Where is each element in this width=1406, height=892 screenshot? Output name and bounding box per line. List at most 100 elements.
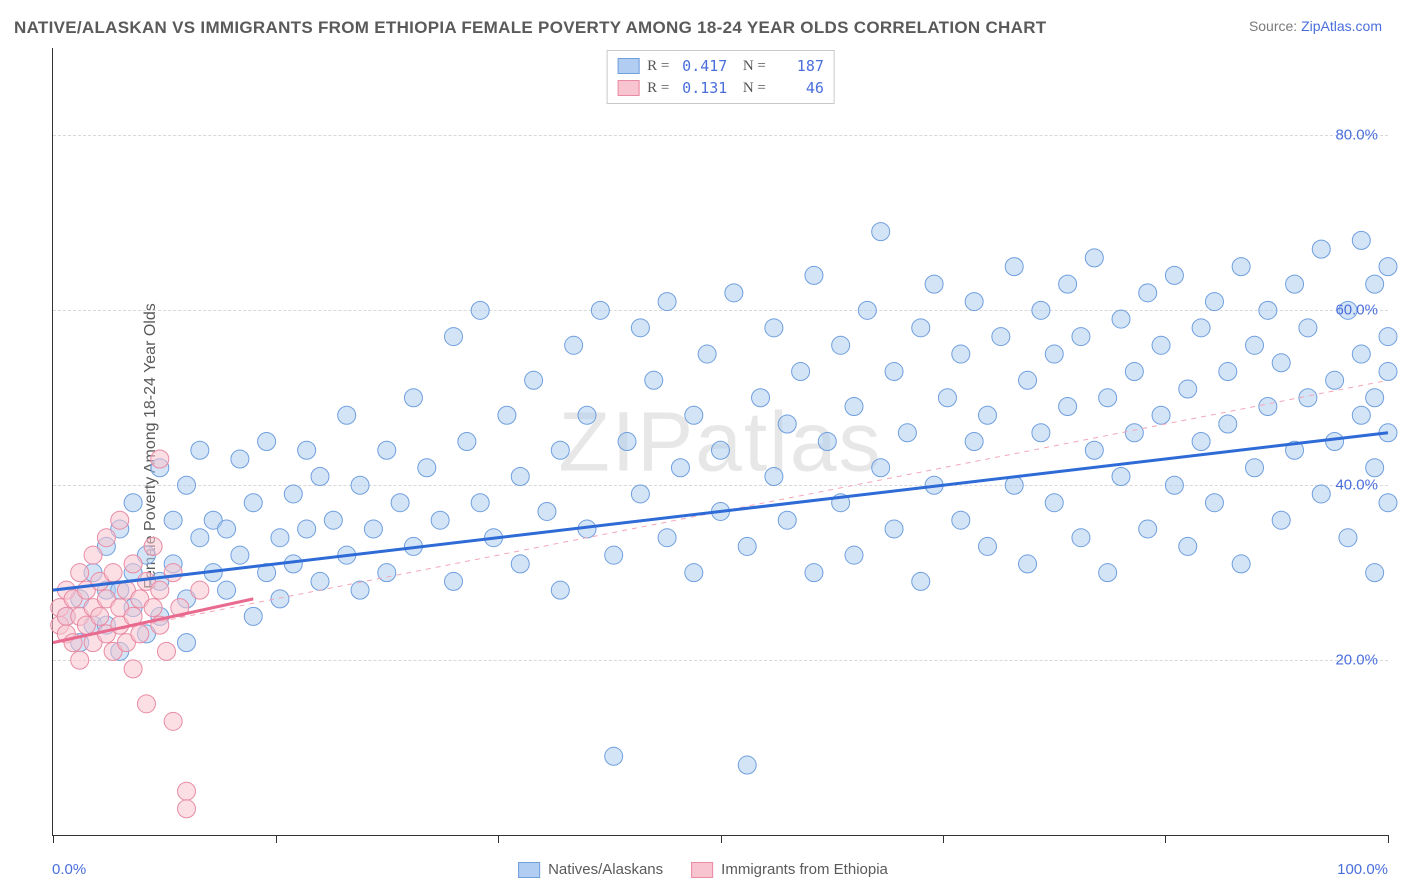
data-point — [1139, 520, 1157, 538]
y-tick-label: 60.0% — [1335, 302, 1378, 319]
source-value: ZipAtlas.com — [1301, 18, 1382, 34]
chart-svg — [53, 48, 1388, 835]
data-point — [1032, 301, 1050, 319]
data-point — [231, 450, 249, 468]
data-point — [551, 581, 569, 599]
n-value: 187 — [774, 57, 824, 75]
data-point — [1179, 380, 1197, 398]
source-attribution: Source: ZipAtlas.com — [1249, 18, 1382, 34]
data-point — [1339, 529, 1357, 547]
data-point — [1152, 336, 1170, 354]
data-point — [1005, 258, 1023, 276]
data-point — [1099, 389, 1117, 407]
data-point — [618, 433, 636, 451]
data-point — [351, 476, 369, 494]
data-point — [898, 424, 916, 442]
data-point — [1112, 310, 1130, 328]
data-point — [144, 599, 162, 617]
data-point — [1366, 564, 1384, 582]
data-point — [1045, 494, 1063, 512]
r-label: R = — [647, 80, 669, 97]
data-point — [84, 546, 102, 564]
data-point — [1286, 275, 1304, 293]
legend-swatch — [617, 80, 639, 96]
data-point — [551, 441, 569, 459]
data-point — [778, 415, 796, 433]
data-point — [191, 529, 209, 547]
data-point — [338, 406, 356, 424]
data-point — [431, 511, 449, 529]
data-point — [1099, 564, 1117, 582]
data-point — [124, 660, 142, 678]
x-tick — [53, 835, 54, 843]
data-point — [872, 223, 890, 241]
data-point — [178, 476, 196, 494]
data-point — [1165, 476, 1183, 494]
data-point — [218, 520, 236, 538]
data-point — [965, 433, 983, 451]
data-point — [511, 467, 529, 485]
data-point — [1379, 363, 1397, 381]
data-point — [685, 564, 703, 582]
data-point — [885, 520, 903, 538]
n-label: N = — [735, 58, 766, 75]
data-point — [565, 336, 583, 354]
data-point — [578, 406, 596, 424]
data-point — [404, 389, 422, 407]
data-point — [912, 319, 930, 337]
data-point — [1246, 459, 1264, 477]
data-point — [658, 529, 676, 547]
source-label: Source: — [1249, 18, 1297, 34]
data-point — [137, 695, 155, 713]
data-point — [157, 642, 175, 660]
data-point — [845, 398, 863, 416]
x-axis-max-label: 100.0% — [1337, 861, 1388, 878]
data-point — [912, 572, 930, 590]
n-value: 46 — [774, 79, 824, 97]
data-point — [471, 301, 489, 319]
data-point — [311, 467, 329, 485]
data-point — [792, 363, 810, 381]
data-point — [1272, 511, 1290, 529]
data-point — [685, 406, 703, 424]
data-point — [104, 564, 122, 582]
data-point — [1019, 555, 1037, 573]
data-point — [178, 782, 196, 800]
data-point — [144, 537, 162, 555]
data-point — [471, 494, 489, 512]
data-point — [952, 511, 970, 529]
data-point — [1219, 363, 1237, 381]
data-point — [725, 284, 743, 302]
data-point — [845, 546, 863, 564]
data-point — [1299, 319, 1317, 337]
data-point — [445, 572, 463, 590]
data-point — [511, 555, 529, 573]
data-point — [979, 537, 997, 555]
data-point — [1232, 258, 1250, 276]
data-point — [765, 467, 783, 485]
data-point — [1312, 240, 1330, 258]
data-point — [191, 581, 209, 599]
data-point — [1366, 275, 1384, 293]
data-point — [885, 363, 903, 381]
data-point — [965, 293, 983, 311]
data-point — [1312, 485, 1330, 503]
data-point — [1059, 398, 1077, 416]
data-point — [591, 301, 609, 319]
data-point — [498, 406, 516, 424]
data-point — [712, 441, 730, 459]
data-point — [1192, 433, 1210, 451]
legend-label: Immigrants from Ethiopia — [721, 861, 888, 878]
x-tick — [1388, 835, 1389, 843]
data-point — [1299, 389, 1317, 407]
data-point — [658, 293, 676, 311]
data-point — [979, 406, 997, 424]
data-point — [1205, 494, 1223, 512]
y-tick-label: 80.0% — [1335, 127, 1378, 144]
legend-swatch — [518, 862, 540, 878]
data-point — [111, 511, 129, 529]
data-point — [298, 520, 316, 538]
data-point — [1019, 371, 1037, 389]
data-point — [1246, 336, 1264, 354]
data-point — [258, 433, 276, 451]
